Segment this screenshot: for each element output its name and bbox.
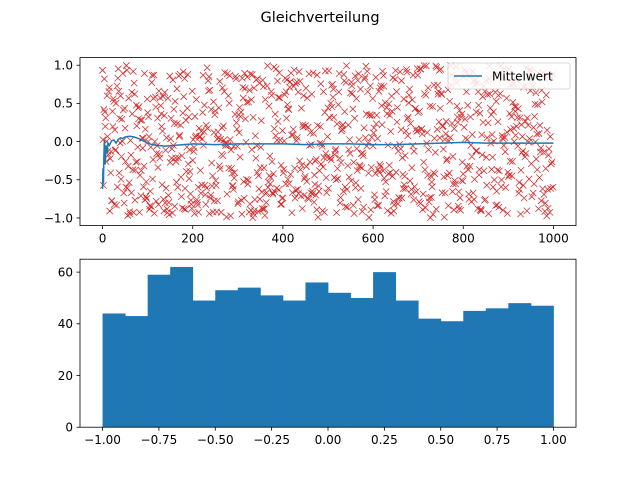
bottom-x-tick-label: 0.00 xyxy=(315,433,342,447)
histogram-bar xyxy=(508,303,532,428)
histogram-bar xyxy=(350,297,374,428)
bottom-axes-histogram: −1.00 −0.75 −0.50 −0.25 0.00 0.25 0.50 0.75 1.00… xyxy=(58,258,577,447)
histogram-bars xyxy=(102,266,554,428)
top-x-tick-label: 400 xyxy=(271,232,294,246)
histogram-bar xyxy=(260,295,284,428)
histogram-bar xyxy=(530,305,554,428)
top-x-tick-label: 0 xyxy=(99,232,107,246)
histogram-bar xyxy=(463,310,487,428)
top-x-tick-label: 600 xyxy=(362,232,385,246)
bottom-x-tick-label: 0.50 xyxy=(427,433,454,447)
histogram-bar xyxy=(192,300,216,428)
histogram-bar xyxy=(305,282,329,428)
top-y-tick-label: 1.0 xyxy=(54,59,73,73)
bottom-x-tick-label: −1.00 xyxy=(84,433,121,447)
histogram-bar xyxy=(485,308,509,428)
bottom-x-tick-label: 0.25 xyxy=(371,433,398,447)
legend: Mittelwert xyxy=(447,62,571,90)
histogram-bar xyxy=(418,318,442,428)
histogram-bar xyxy=(373,272,397,428)
histogram-bar xyxy=(282,300,306,428)
bottom-x-tick-label: 0.75 xyxy=(484,433,511,447)
legend-label-mittelwert: Mittelwert xyxy=(492,70,553,84)
figure-title: Gleichverteilung xyxy=(260,10,379,26)
bottom-y-tick-label: 20 xyxy=(58,369,73,383)
sample-markers xyxy=(99,62,557,222)
top-x-tick-label: 200 xyxy=(181,232,204,246)
histogram-bar xyxy=(170,266,194,428)
histogram-bar xyxy=(328,292,351,428)
top-y-tick-label: 0.5 xyxy=(54,97,73,111)
series-line-mittelwert xyxy=(101,135,554,189)
top-y-ticks: −1.0 −0.5 0.0 0.5 1.0 xyxy=(44,59,80,225)
top-y-tick-label: −0.5 xyxy=(44,173,73,187)
histogram-bar xyxy=(147,274,171,428)
histogram-bar xyxy=(215,290,239,428)
sample-points-layer xyxy=(99,62,557,222)
histogram-bar xyxy=(237,287,261,428)
bottom-x-tick-label: 1.00 xyxy=(540,433,567,447)
bottom-x-tick-label: −0.75 xyxy=(141,433,178,447)
legend-box xyxy=(447,62,571,90)
top-y-tick-label: 0.0 xyxy=(54,135,73,149)
top-x-tick-label: 1000 xyxy=(538,232,569,246)
bottom-y-tick-label: 0 xyxy=(65,421,73,435)
top-y-tick-label: −1.0 xyxy=(44,211,73,225)
histogram-bar xyxy=(125,316,149,428)
histogram-bar xyxy=(102,313,126,428)
top-axes-mean-plot: 0 200 400 600 800 1000 −1.0 −0.5 0.0 0.5 1.0 Mitt… xyxy=(44,57,577,246)
bottom-y-tick-label: 40 xyxy=(58,317,73,331)
bottom-y-ticks: 0 20 40 60 xyxy=(58,265,80,435)
bottom-x-tick-label: −0.50 xyxy=(197,433,234,447)
top-x-ticks: 0 200 400 600 800 1000 xyxy=(99,225,569,246)
bottom-x-tick-label: −0.25 xyxy=(253,433,290,447)
bottom-x-ticks: −1.00 −0.75 −0.50 −0.25 0.00 0.25 0.50 0.75 1.00 xyxy=(84,427,567,447)
histogram-bar xyxy=(440,321,464,428)
bottom-y-tick-label: 60 xyxy=(58,265,73,279)
top-x-tick-label: 800 xyxy=(452,232,475,246)
histogram-bar xyxy=(395,300,419,428)
